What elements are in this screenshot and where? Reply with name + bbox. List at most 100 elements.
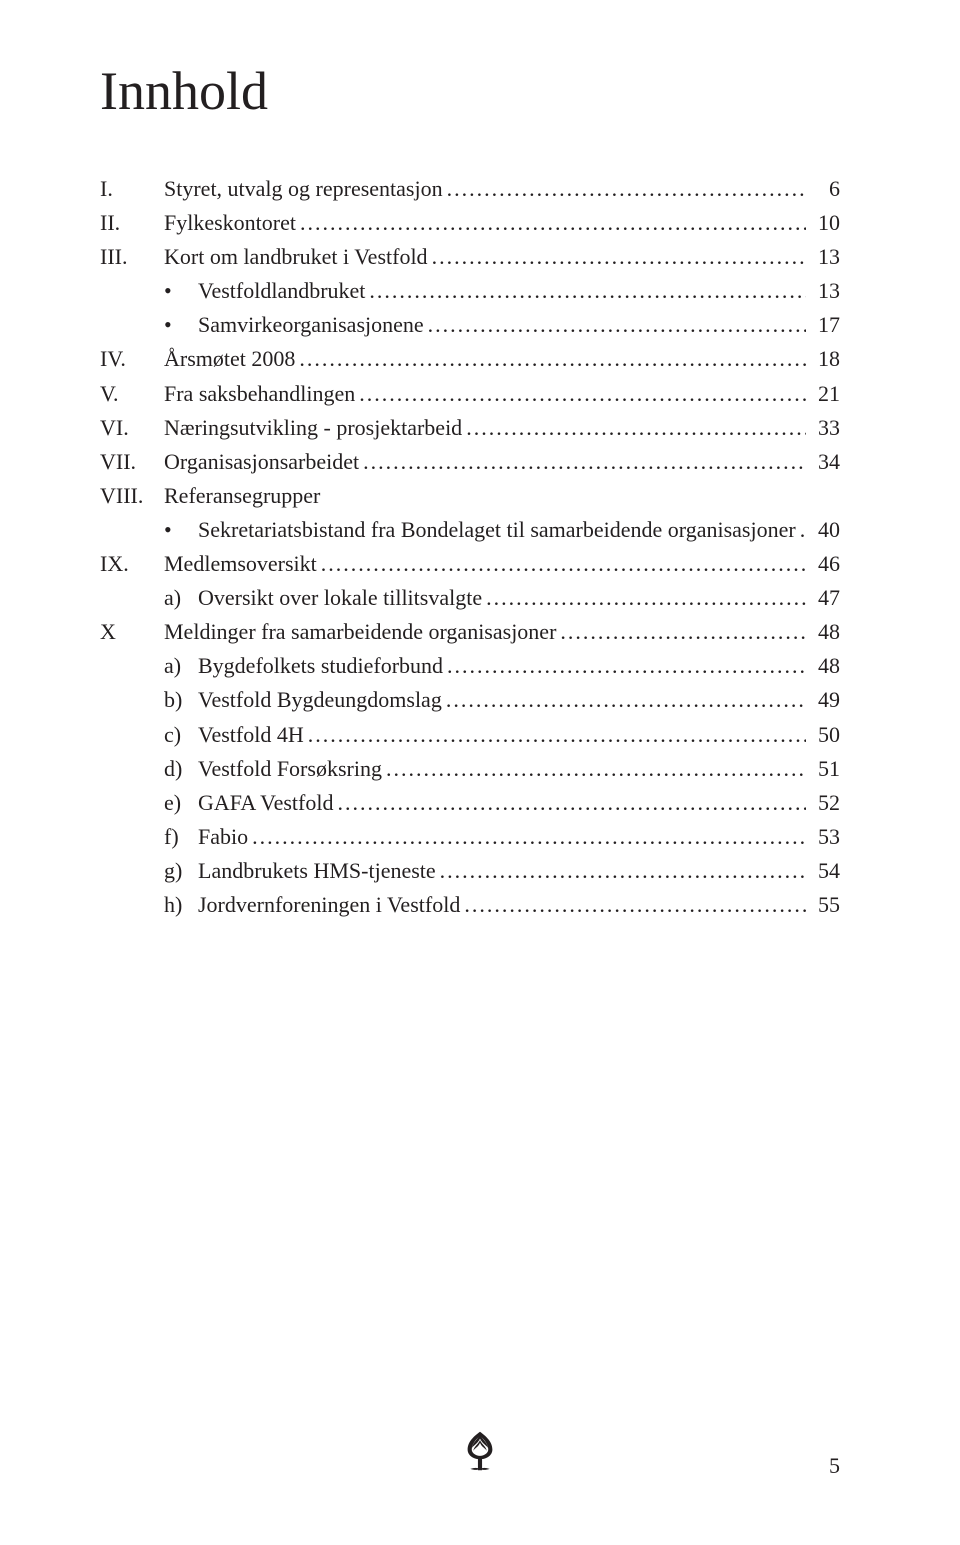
- toc-row: VI.Næringsutvikling - prosjektarbeid 33: [100, 411, 840, 445]
- toc-label: Vestfold Bygdeungdomslag: [198, 683, 442, 717]
- toc-row: VIII.Referansegrupper: [100, 479, 840, 513]
- toc-label: Meldinger fra samarbeidende organisasjon…: [164, 615, 556, 649]
- toc-page: 6: [806, 172, 840, 206]
- toc-leader: [296, 206, 806, 240]
- toc-page: 53: [806, 820, 840, 854]
- toc-leader: [428, 240, 806, 274]
- toc-leader: [442, 683, 806, 717]
- toc-label: Fabio: [198, 820, 248, 854]
- toc-row: a)Oversikt over lokale tillitsvalgte 47: [100, 581, 840, 615]
- toc-subletter: h): [164, 888, 198, 922]
- toc-subletter: a): [164, 581, 198, 615]
- toc-leader: [443, 649, 806, 683]
- toc-page: 54: [806, 854, 840, 888]
- toc-leader: [436, 854, 806, 888]
- toc-row: VII.Organisasjonsarbeidet 34: [100, 445, 840, 479]
- toc-page: 17: [806, 308, 840, 342]
- toc-leader: [333, 786, 806, 820]
- toc-row: b)Vestfold Bygdeungdomslag 49: [100, 683, 840, 717]
- toc-row: XMeldinger fra samarbeidende organisasjo…: [100, 615, 840, 649]
- toc-page: 55: [806, 888, 840, 922]
- toc-row: c)Vestfold 4H 50: [100, 718, 840, 752]
- page: Innhold I.Styret, utvalg og representasj…: [0, 0, 960, 1545]
- toc-page: 34: [806, 445, 840, 479]
- toc-label: Medlemsoversikt: [164, 547, 317, 581]
- toc-page: 21: [806, 377, 840, 411]
- toc-row: III.Kort om landbruket i Vestfold13: [100, 240, 840, 274]
- toc-roman: III.: [100, 240, 164, 274]
- toc-row: f)Fabio 53: [100, 820, 840, 854]
- toc-page: 52: [806, 786, 840, 820]
- toc-row: I.Styret, utvalg og representasjon6: [100, 172, 840, 206]
- toc-label: Årsmøtet 2008: [164, 342, 295, 376]
- toc-row: IV.Årsmøtet 200818: [100, 342, 840, 376]
- toc-subletter: b): [164, 683, 198, 717]
- toc-leader: [796, 513, 806, 547]
- toc-label: Fylkeskontoret: [164, 206, 296, 240]
- toc-row: a)Bygdefolkets studieforbund48: [100, 649, 840, 683]
- toc-page: 51: [806, 752, 840, 786]
- toc-row: IX.Medlemsoversikt 46: [100, 547, 840, 581]
- toc-roman: IX.: [100, 547, 164, 581]
- toc-row: e)GAFA Vestfold 52: [100, 786, 840, 820]
- toc-roman: VI.: [100, 411, 164, 445]
- toc-label: Næringsutvikling - prosjektarbeid: [164, 411, 462, 445]
- toc-subletter: a): [164, 649, 198, 683]
- toc-roman: X: [100, 615, 164, 649]
- toc-page: 13: [806, 274, 840, 308]
- toc-roman: IV.: [100, 342, 164, 376]
- toc-roman: VII.: [100, 445, 164, 479]
- toc-leader: [248, 820, 806, 854]
- toc-label: Oversikt over lokale tillitsvalgte: [198, 581, 482, 615]
- table-of-contents: I.Styret, utvalg og representasjon6II.Fy…: [100, 172, 840, 922]
- toc-subletter: e): [164, 786, 198, 820]
- toc-subletter: f): [164, 820, 198, 854]
- toc-leader: [556, 615, 806, 649]
- toc-subletter: c): [164, 718, 198, 752]
- toc-row: •Vestfoldlandbruket13: [100, 274, 840, 308]
- toc-subletter: g): [164, 854, 198, 888]
- toc-leader: [460, 888, 806, 922]
- toc-row: d)Vestfold Forsøksring 51: [100, 752, 840, 786]
- page-title: Innhold: [100, 60, 840, 122]
- toc-row: II.Fylkeskontoret10: [100, 206, 840, 240]
- toc-page: 50: [806, 718, 840, 752]
- toc-page: 47: [806, 581, 840, 615]
- toc-row: g)Landbrukets HMS-tjeneste 54: [100, 854, 840, 888]
- bullet-icon: •: [164, 274, 198, 308]
- toc-label: Sekretariatsbistand fra Bondelaget til s…: [198, 513, 796, 547]
- toc-row: •Samvirkeorganisasjonene 17: [100, 308, 840, 342]
- toc-label: Fra saksbehandlingen: [164, 377, 355, 411]
- toc-label: Referansegrupper: [164, 479, 320, 513]
- toc-leader: [365, 274, 806, 308]
- toc-leader: [462, 411, 806, 445]
- toc-label: GAFA Vestfold: [198, 786, 333, 820]
- toc-page: 48: [806, 615, 840, 649]
- toc-leader: [482, 581, 806, 615]
- page-number: 5: [829, 1453, 840, 1479]
- toc-label: Vestfold 4H: [198, 718, 304, 752]
- toc-page: 33: [806, 411, 840, 445]
- toc-roman: VIII.: [100, 479, 164, 513]
- toc-leader: [359, 445, 806, 479]
- toc-row: •Sekretariatsbistand fra Bondelaget til …: [100, 513, 840, 547]
- toc-label: Organisasjonsarbeidet: [164, 445, 359, 479]
- toc-label: Vestfold Forsøksring: [198, 752, 382, 786]
- toc-subletter: d): [164, 752, 198, 786]
- toc-label: Styret, utvalg og representasjon: [164, 172, 443, 206]
- toc-page: 46: [806, 547, 840, 581]
- toc-leader: [355, 377, 806, 411]
- toc-label: Landbrukets HMS-tjeneste: [198, 854, 436, 888]
- toc-leader: [424, 308, 806, 342]
- tree-icon: [458, 1429, 502, 1473]
- toc-page: 40: [806, 513, 840, 547]
- toc-roman: II.: [100, 206, 164, 240]
- toc-leader: [443, 172, 806, 206]
- toc-label: Kort om landbruket i Vestfold: [164, 240, 428, 274]
- toc-leader: [317, 547, 806, 581]
- toc-page: 49: [806, 683, 840, 717]
- toc-label: Samvirkeorganisasjonene: [198, 308, 424, 342]
- bullet-icon: •: [164, 513, 198, 547]
- bullet-icon: •: [164, 308, 198, 342]
- toc-page: 48: [806, 649, 840, 683]
